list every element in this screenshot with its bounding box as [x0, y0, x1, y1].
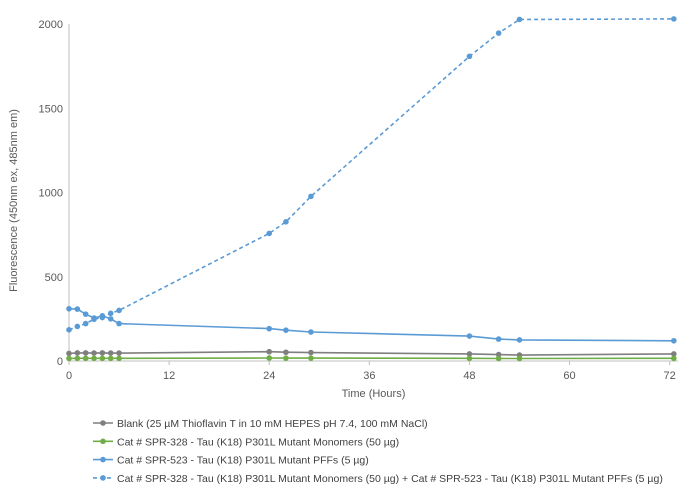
- y-tick-label: 2000: [39, 19, 63, 31]
- data-point: [91, 355, 97, 362]
- data-point: [99, 355, 106, 362]
- data-point: [91, 316, 97, 323]
- data-point: [116, 350, 122, 356]
- x-tick-label: 60: [563, 370, 575, 382]
- data-point: [82, 355, 89, 362]
- x-tick-labels: 0 12 24 36 48 60 72: [66, 361, 676, 382]
- data-point: [283, 349, 289, 356]
- data-point: [266, 325, 273, 332]
- data-point: [283, 327, 289, 333]
- data-point: [116, 320, 122, 327]
- data-point: [74, 306, 81, 312]
- series-2: [66, 355, 677, 362]
- y-tick-label: 1500: [39, 103, 63, 115]
- data-point: [66, 327, 72, 333]
- legend-marker: [100, 420, 106, 426]
- data-point: [74, 323, 81, 330]
- data-point: [107, 350, 114, 356]
- legend-label: Cat # SPR-328 - Tau (K18) P301L Mutant M…: [117, 473, 663, 485]
- legend: Blank (25 µM Thioflavin T in 10 mM HEPES…: [93, 418, 663, 485]
- series-4: [66, 16, 677, 333]
- x-tick-label: 0: [66, 370, 72, 382]
- data-point: [671, 355, 677, 362]
- data-point: [107, 355, 114, 362]
- series-line: [68, 350, 674, 356]
- data-point: [516, 16, 523, 23]
- legend-marker: [100, 475, 106, 481]
- data-point: [116, 307, 122, 314]
- legend-label: Blank (25 µM Thioflavin T in 10 mM HEPES…: [117, 418, 428, 430]
- data-point: [266, 230, 273, 237]
- data-point: [107, 310, 114, 317]
- y-tick-label: 500: [45, 272, 63, 284]
- series-line: [68, 357, 674, 360]
- x-tick-label: 72: [664, 370, 676, 382]
- data-point: [82, 311, 89, 317]
- series-1: [66, 348, 677, 358]
- data-point: [516, 355, 523, 362]
- y-tick-label: 0: [57, 356, 63, 368]
- data-point: [495, 30, 502, 36]
- data-point: [82, 320, 89, 327]
- data-point: [283, 355, 289, 361]
- data-point: [308, 349, 314, 356]
- legend-marker: [100, 456, 106, 463]
- data-point: [116, 355, 122, 362]
- data-point: [466, 351, 473, 357]
- data-point: [308, 329, 314, 335]
- series-3: [66, 305, 677, 344]
- series-line: [68, 308, 674, 342]
- data-point: [66, 355, 72, 362]
- data-point: [99, 314, 106, 321]
- y-axis-title: Fluorescence (450nm ex, 485nm em): [8, 109, 20, 292]
- data-point: [466, 333, 473, 339]
- data-point: [495, 336, 502, 342]
- x-tick-label: 48: [463, 370, 475, 382]
- data-point: [308, 355, 314, 361]
- data-point: [671, 16, 677, 22]
- y-tick-labels: 0 500 1000 1500 2000: [39, 19, 63, 368]
- data-point: [466, 53, 473, 60]
- plot-area: [66, 16, 677, 362]
- y-tick-label: 1000: [39, 188, 63, 200]
- data-point: [308, 193, 314, 200]
- axes: [68, 24, 678, 362]
- data-point: [74, 350, 81, 356]
- data-point: [283, 219, 289, 225]
- x-axis-title: Time (Hours): [342, 388, 406, 400]
- x-tick-label: 36: [363, 370, 375, 382]
- data-point: [495, 351, 502, 358]
- data-point: [107, 316, 114, 322]
- data-point: [266, 355, 273, 361]
- data-point: [66, 305, 72, 312]
- data-point: [266, 348, 273, 355]
- data-point: [495, 355, 502, 362]
- legend-label: Cat # SPR-328 - Tau (K18) P301L Mutant M…: [117, 436, 399, 448]
- data-point: [82, 350, 89, 356]
- data-point: [91, 350, 97, 356]
- data-point: [466, 355, 473, 362]
- data-point: [74, 355, 81, 362]
- data-point: [516, 337, 523, 343]
- series-line: [68, 18, 674, 331]
- data-point: [671, 337, 677, 344]
- data-point: [671, 351, 677, 357]
- x-tick-label: 12: [163, 370, 175, 382]
- data-point: [66, 350, 72, 357]
- legend-label: Cat # SPR-523 - Tau (K18) P301L Mutant P…: [117, 455, 369, 467]
- legend-marker: [100, 438, 106, 445]
- data-point: [99, 350, 106, 356]
- x-tick-label: 24: [263, 370, 275, 382]
